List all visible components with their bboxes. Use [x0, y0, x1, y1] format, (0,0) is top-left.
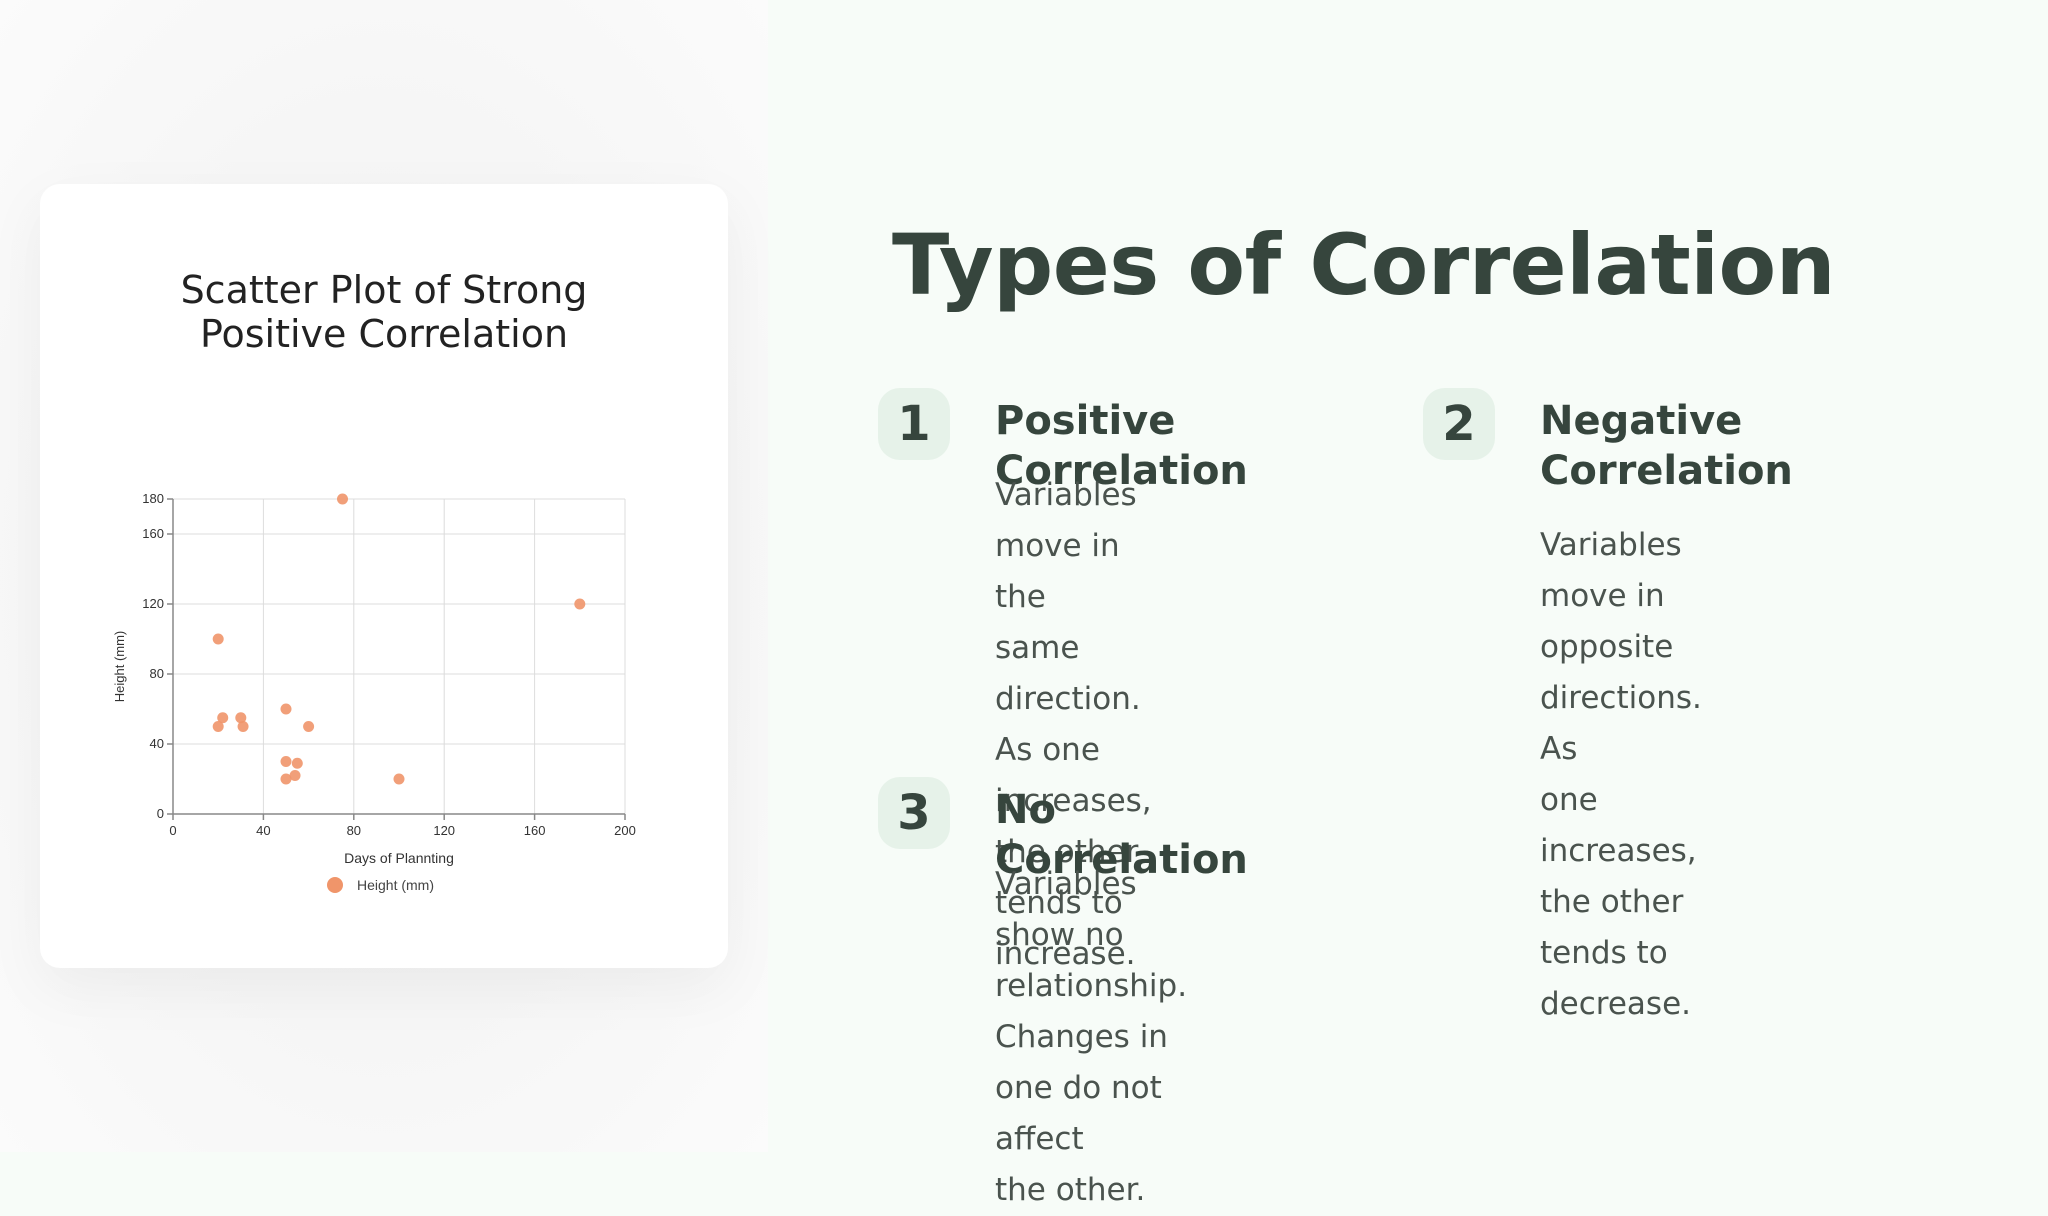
- number-badge: 2: [1423, 388, 1495, 460]
- data-point: [289, 770, 301, 781]
- x-axis-label: Days of Plannting: [344, 850, 454, 866]
- chart-card: Scatter Plot of Strong Positive Correlat…: [40, 184, 728, 968]
- item-heading: No Correlation: [995, 787, 1248, 883]
- description-line: tends to increase.: [995, 885, 1136, 972]
- data-point: [237, 721, 249, 732]
- item-description: Variables move in opposite directions. A…: [1540, 520, 1702, 1030]
- data-point: [337, 493, 348, 505]
- y-axis-label: Height (mm): [112, 631, 127, 703]
- data-point: [280, 756, 292, 767]
- x-tick-label: 80: [347, 823, 361, 838]
- data-point: [212, 721, 224, 732]
- data-point: [212, 633, 224, 645]
- chart-title: Scatter Plot of Strong Positive Correlat…: [40, 268, 728, 356]
- data-point: [235, 712, 247, 724]
- y-tick-label: 80: [150, 666, 164, 681]
- description-line: the other.: [995, 1172, 1146, 1208]
- item-heading: Negative Correlation: [1540, 396, 1793, 496]
- heading-line: Correlation: [1540, 448, 1793, 494]
- y-tick-label: 180: [142, 491, 164, 506]
- description-line: Variables move in: [1540, 527, 1682, 614]
- data-point: [291, 757, 303, 769]
- y-tick-label: 120: [142, 596, 164, 611]
- x-tick-label: 120: [433, 823, 455, 838]
- item-description: Variables show no relationship. Changes …: [995, 859, 1187, 1216]
- x-tick-label: 0: [169, 823, 176, 838]
- data-point: [303, 721, 315, 732]
- data-point: [574, 598, 586, 610]
- number-badge: 1: [878, 388, 950, 460]
- chart-panel: Scatter Plot of Strong Positive Correlat…: [0, 0, 768, 1152]
- description-line: increases, the other: [995, 783, 1152, 870]
- heading-line: Negative: [1540, 398, 1743, 444]
- data-point: [217, 712, 229, 724]
- y-tick-label: 0: [157, 806, 164, 821]
- item-heading: Positive Correlation: [995, 398, 1248, 494]
- x-tick-label: 160: [524, 823, 546, 838]
- chart-title-line-2: Positive Correlation: [199, 312, 569, 356]
- description-line: tends to decrease.: [1540, 935, 1692, 1022]
- item-description: Variables move in the same direction. As…: [995, 470, 1152, 980]
- y-tick-label: 160: [142, 526, 164, 541]
- description-line: Variables move in the: [995, 477, 1137, 615]
- description-line: Variables show no relationship. Changes …: [995, 866, 1188, 1157]
- slide-title: Types of Correlation: [892, 216, 1836, 314]
- data-point: [280, 773, 292, 785]
- description-line: opposite directions. As: [1540, 629, 1702, 767]
- x-tick-label: 200: [614, 823, 636, 838]
- description-line: one increases, the other: [1540, 782, 1697, 920]
- legend-label: Height (mm): [357, 877, 434, 893]
- data-point: [393, 773, 405, 785]
- y-tick-label: 40: [150, 736, 164, 751]
- chart-title-line-1: Scatter Plot of Strong: [180, 268, 588, 312]
- description-line: same direction. As one: [995, 630, 1141, 768]
- scatter-plot: 0 40 80 120 160 200 0 40 80 120 160 180 Days of Plan…: [112, 491, 636, 893]
- x-tick-label: 40: [256, 823, 270, 838]
- legend-marker: [327, 877, 343, 893]
- data-point: [280, 703, 292, 715]
- number-badge: 3: [878, 777, 950, 849]
